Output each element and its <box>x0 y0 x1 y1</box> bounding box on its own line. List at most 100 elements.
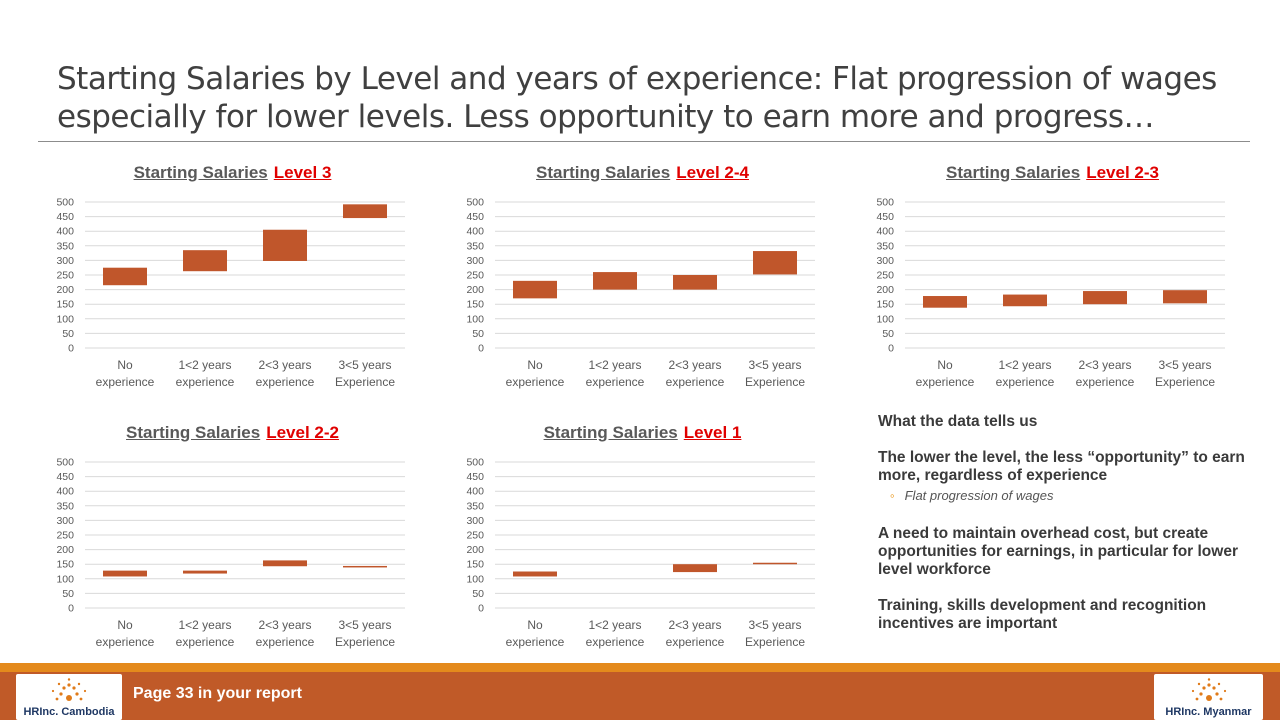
y-tick-label: 200 <box>466 544 484 556</box>
y-tick-label: 200 <box>56 544 74 556</box>
x-tick-label: experience <box>916 375 975 389</box>
chart-title-level: Level 2-2 <box>266 423 339 442</box>
y-tick-label: 300 <box>466 515 484 527</box>
bar <box>513 280 557 299</box>
x-tick-label: 3<5 years <box>1158 358 1211 372</box>
logo-right-text: HRInc. Myanmar <box>1165 706 1252 718</box>
y-tick-label: 300 <box>466 255 484 267</box>
x-tick-label: Experience <box>745 635 805 649</box>
bar <box>183 250 227 272</box>
y-tick-label: 150 <box>56 299 74 311</box>
y-tick-label: 450 <box>56 211 74 223</box>
x-tick-label: Experience <box>1155 375 1215 389</box>
x-tick-label: experience <box>586 375 645 389</box>
y-tick-label: 50 <box>882 328 894 340</box>
chart-level-3: Starting Salaries Level 3 0 50 100 150 200 250… <box>50 163 415 393</box>
y-tick-label: 200 <box>56 284 74 296</box>
bar <box>343 565 387 568</box>
y-tick-label: 150 <box>466 559 484 571</box>
x-tick-label: experience <box>666 635 725 649</box>
x-tick-label: No <box>117 618 133 632</box>
chart-plot: 0 50 100 150 200 250 300 350 400 450 500 No experien… <box>876 197 1225 389</box>
y-tick-label: 50 <box>472 328 484 340</box>
chart-title-main: Starting Salaries <box>126 423 261 442</box>
chart-title-main: Starting Salaries <box>133 163 268 182</box>
chart-plot: 0 50 100 150 200 250 300 350 400 450 500 No experien… <box>56 457 405 649</box>
chart-title: Starting Salaries Level 2-4 <box>460 163 825 183</box>
y-tick-label: 500 <box>466 197 484 209</box>
x-tick-label: experience <box>506 635 565 649</box>
x-tick-label: 3<5 years <box>748 358 801 372</box>
bar <box>103 570 147 577</box>
x-tick-label: No <box>527 358 543 372</box>
bar <box>593 272 637 290</box>
y-tick-label: 0 <box>888 343 894 355</box>
y-tick-label: 350 <box>466 500 484 512</box>
y-tick-label: 100 <box>466 573 484 585</box>
chart-title-main: Starting Salaries <box>536 163 671 182</box>
insight-1-bullet: ◦ Flat progression of wages <box>890 487 1258 505</box>
bar <box>263 229 307 261</box>
y-tick-label: 250 <box>466 530 484 542</box>
hrinc-myanmar-logo: HRInc. Myanmar <box>1154 674 1263 720</box>
y-tick-label: 400 <box>56 486 74 498</box>
y-tick-label: 350 <box>876 240 894 252</box>
y-tick-label: 350 <box>56 500 74 512</box>
y-tick-label: 200 <box>876 284 894 296</box>
chart-title-level: Level 1 <box>683 423 742 442</box>
y-tick-label: 100 <box>876 313 894 325</box>
y-tick-label: 450 <box>466 471 484 483</box>
x-tick-label: 2<3 years <box>668 618 721 632</box>
chart-plot: 0 50 100 150 200 250 300 350 400 450 500 No experien… <box>466 197 815 389</box>
y-tick-label: 300 <box>876 255 894 267</box>
y-tick-label: 400 <box>466 226 484 238</box>
y-tick-label: 450 <box>56 471 74 483</box>
x-tick-label: No <box>937 358 953 372</box>
x-tick-label: experience <box>176 635 235 649</box>
x-tick-label: experience <box>506 375 565 389</box>
title-divider <box>38 141 1250 142</box>
chart-title-level: Level 2-3 <box>1086 163 1159 182</box>
bar <box>103 267 147 286</box>
x-tick-label: 3<5 years <box>748 618 801 632</box>
chart-plot: 0 50 100 150 200 250 300 350 400 450 500 No experien… <box>466 457 815 649</box>
sunburst-icon <box>51 678 87 701</box>
logo-left-text: HRInc. Cambodia <box>23 706 115 718</box>
y-tick-label: 200 <box>466 284 484 296</box>
x-tick-label: experience <box>996 375 1055 389</box>
y-tick-label: 300 <box>56 255 74 267</box>
insight-3: Training, skills development and recogni… <box>878 597 1207 632</box>
insights-heading: What the data tells us <box>878 413 1038 430</box>
insights-panel: What the data tells us The lower the lev… <box>878 413 1258 633</box>
y-tick-label: 0 <box>478 343 484 355</box>
bar <box>1163 290 1207 304</box>
bar <box>343 204 387 219</box>
hrinc-cambodia-logo: HRInc. Cambodia <box>16 674 122 720</box>
y-tick-label: 0 <box>478 603 484 615</box>
chart-title-main: Starting Salaries <box>543 423 678 442</box>
chart-level-2-4: Starting Salaries Level 2-4 0 50 100 150 200 2… <box>460 163 825 393</box>
y-tick-label: 50 <box>472 588 484 600</box>
x-tick-label: experience <box>666 375 725 389</box>
x-tick-label: No <box>527 618 543 632</box>
y-tick-label: 500 <box>876 197 894 209</box>
y-tick-label: 500 <box>56 197 74 209</box>
y-tick-label: 350 <box>466 240 484 252</box>
y-tick-label: 300 <box>56 515 74 527</box>
bar <box>923 296 967 308</box>
y-tick-label: 150 <box>876 299 894 311</box>
x-tick-label: experience <box>586 635 645 649</box>
y-tick-label: 100 <box>56 573 74 585</box>
x-tick-label: 2<3 years <box>1078 358 1131 372</box>
footer-page-reference: Page 33 in your report <box>133 685 302 702</box>
bar <box>753 251 797 275</box>
y-tick-label: 250 <box>56 530 74 542</box>
bar <box>753 562 797 565</box>
x-tick-label: experience <box>256 635 315 649</box>
bar <box>673 275 717 290</box>
y-tick-label: 0 <box>68 343 74 355</box>
bullet-marker-icon: ◦ <box>890 488 895 503</box>
chart-level-2-2: Starting Salaries Level 2-2 0 50 100 150 200 2… <box>50 423 415 653</box>
chart-title: Starting Salaries Level 1 <box>460 423 825 443</box>
y-tick-label: 450 <box>876 211 894 223</box>
